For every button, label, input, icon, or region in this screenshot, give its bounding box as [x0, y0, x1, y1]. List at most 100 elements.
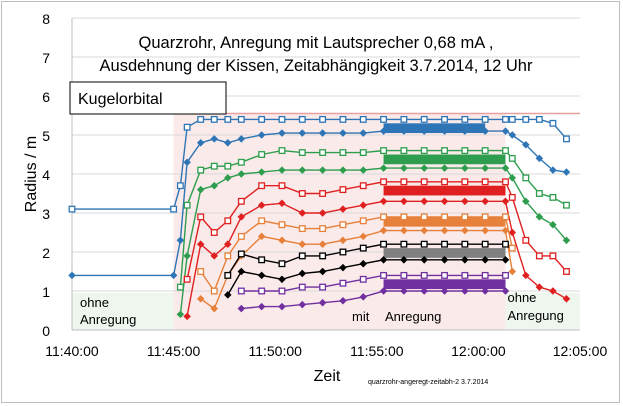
- series-3-point-7: [278, 166, 286, 174]
- series-5-point-18: [508, 228, 517, 237]
- series-4-point-18: [508, 193, 516, 201]
- band-2: [383, 185, 506, 196]
- series-9-point-9: [400, 256, 408, 264]
- series-5-point-7: [298, 209, 307, 217]
- series-9-point-5: [318, 267, 327, 276]
- series-8-point-4: [298, 252, 306, 260]
- series-7-point-4: [257, 232, 266, 241]
- series-3-point-0: [176, 310, 185, 319]
- series-3-point-3: [210, 181, 219, 190]
- series-5: [183, 197, 571, 321]
- series-1-point-3: [183, 158, 191, 167]
- series-1-point-0: [68, 271, 76, 280]
- series-4-point-9: [339, 186, 347, 194]
- series-11-point-7: [379, 287, 388, 295]
- series-6-point-17: [508, 244, 516, 252]
- series-10: [237, 271, 509, 295]
- series-3: [176, 164, 571, 319]
- region-1-label-line2: Anregung: [385, 309, 441, 324]
- series-4-point-4: [237, 197, 245, 205]
- series-1-point-1: [169, 271, 178, 280]
- series-3-point-10: [339, 166, 347, 174]
- series-2-point-11: [359, 149, 367, 156]
- series-4-point-20: [535, 252, 543, 260]
- series-8: [224, 240, 509, 279]
- series-3-point-23: [562, 236, 571, 245]
- series-8-point-3: [278, 260, 286, 268]
- series-7-point-17: [508, 267, 517, 276]
- series-3-point-8: [298, 166, 307, 174]
- series-1-point-19: [481, 127, 489, 135]
- series-0-point-9: [278, 115, 286, 123]
- series-5-point-12: [400, 197, 408, 206]
- series-5-point-11: [379, 197, 388, 206]
- series-0-point-2: [176, 182, 184, 190]
- band-5: [383, 279, 506, 290]
- series-7-point-13: [440, 226, 449, 235]
- series-1-point-24: [549, 166, 557, 174]
- series-5-point-6: [278, 199, 286, 208]
- series-2-point-0: [176, 283, 184, 291]
- y-tick-1: 1: [42, 284, 50, 300]
- series-2-point-3: [210, 162, 218, 170]
- series-1-point-22: [522, 140, 530, 149]
- inset-label-box: [69, 81, 227, 115]
- series-5-point-3: [224, 240, 232, 248]
- series-4-point-7: [298, 190, 306, 197]
- series-9-point-7: [359, 259, 368, 268]
- series-11-point-12: [481, 287, 489, 295]
- series-1-point-18: [461, 127, 469, 135]
- inset-label: Kugelorbital: [78, 91, 163, 108]
- series-8-point-10: [420, 240, 428, 248]
- series-10-point-4: [319, 283, 327, 291]
- series-0-point-3: [183, 123, 191, 131]
- series-4-point-2: [210, 229, 218, 236]
- band-0: [383, 123, 486, 134]
- series-3-point-2: [196, 185, 205, 194]
- series-9-point-0: [224, 291, 232, 299]
- series-0-point-17: [441, 115, 448, 123]
- series-10-point-12: [481, 271, 489, 279]
- series-5-point-9: [339, 205, 347, 213]
- series-6-point-4: [258, 217, 266, 225]
- x-tick-1: 11:45:00: [147, 343, 201, 359]
- series-8-point-12: [461, 240, 469, 248]
- series-9-point-10: [420, 256, 428, 264]
- chart-title-line1: Quarzrohr, Anregung mit Lautsprecher 0,6…: [139, 34, 494, 52]
- series-11-point-5: [339, 296, 347, 305]
- series-5-point-4: [237, 213, 246, 221]
- x-tick-2: 11:50:00: [248, 343, 302, 359]
- series-2: [176, 147, 570, 291]
- region-0-label-line2: Anregung: [80, 312, 136, 327]
- series-2-point-6: [258, 151, 266, 158]
- series-8-point-11: [441, 240, 448, 248]
- series-1-point-7: [237, 135, 246, 143]
- series-7-point-14: [461, 226, 469, 235]
- series-3-point-1: [183, 252, 191, 260]
- series-0-point-19: [481, 115, 489, 123]
- series-4-point-5: [258, 182, 266, 190]
- series-7-point-10: [379, 226, 388, 235]
- series-0-point-10: [298, 115, 306, 123]
- series-7-point-6: [298, 240, 307, 248]
- series-11-point-13: [501, 287, 510, 295]
- series-0-point-1: [170, 205, 178, 213]
- series-10-point-2: [278, 287, 286, 295]
- series-0-point-23: [535, 115, 543, 123]
- series-5-point-0: [183, 312, 191, 321]
- series-5-point-17: [501, 197, 510, 206]
- series-7-point-8: [339, 236, 347, 245]
- series-1-point-16: [420, 127, 428, 135]
- series-4-point-10: [359, 182, 367, 190]
- band-markers: [383, 123, 506, 290]
- series-6-point-11: [400, 213, 408, 221]
- series-9: [224, 256, 510, 299]
- series-3-point-22: [549, 220, 557, 229]
- series-11-point-2: [278, 302, 286, 311]
- series-10-point-1: [258, 287, 266, 295]
- series-2-point-13: [400, 147, 408, 155]
- series-11-point-8: [400, 287, 408, 295]
- series-3-point-4: [224, 174, 232, 182]
- series-4-point-11: [380, 178, 388, 186]
